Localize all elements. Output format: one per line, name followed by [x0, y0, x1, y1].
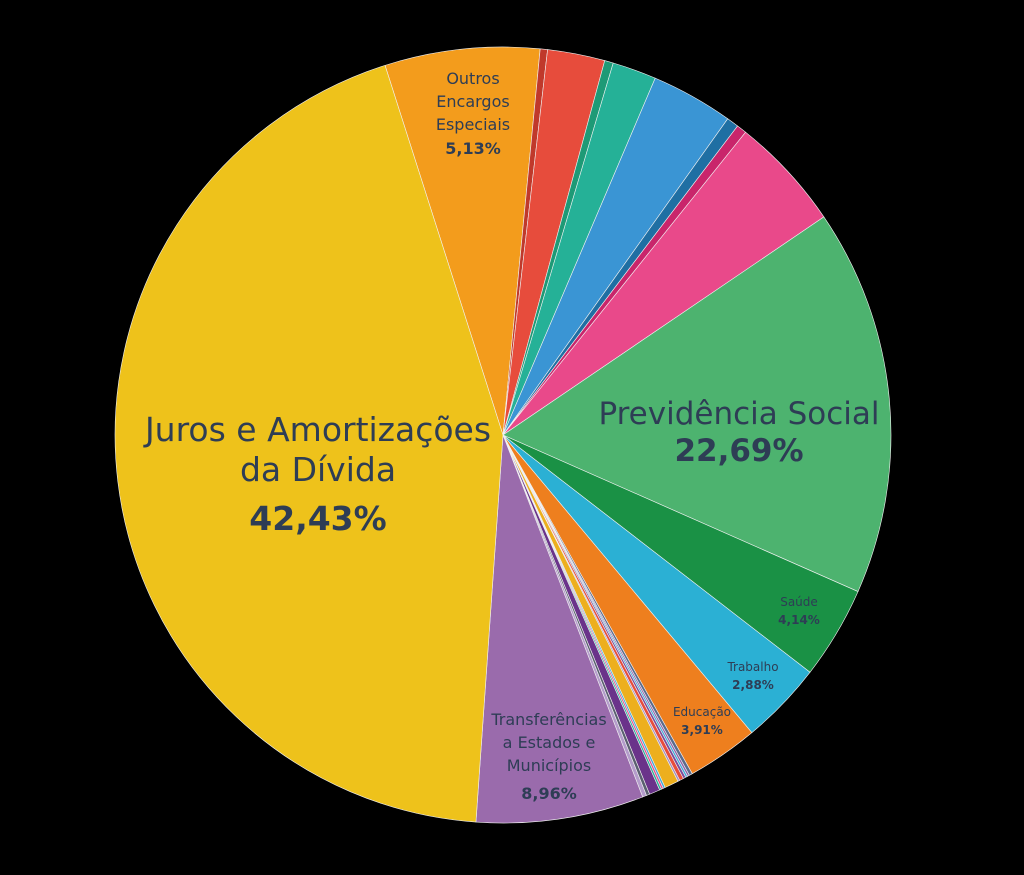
label-transferencias: Transferências a Estados e Municípios 8,… [491, 708, 606, 805]
label-outros: Outros Encargos Especiais 5,13% [436, 67, 510, 160]
label-educacao: Educação 3,91% [673, 703, 731, 739]
label-outros-line2: Encargos [436, 92, 510, 112]
pie-slice [475, 434, 643, 824]
label-juros: Juros e Amortizações da Dívida 42,43% [145, 410, 491, 539]
label-previdencia-value: 22,69% [674, 433, 804, 470]
label-outros-value: 5,13% [445, 138, 501, 158]
label-juros-value: 42,43% [249, 499, 387, 539]
label-transferencias-value: 8,96% [521, 783, 577, 803]
pie-slice [384, 46, 541, 436]
label-juros-line1: Juros e Amortizações [144, 410, 492, 449]
label-transferencias-line3: Municípios [506, 756, 592, 776]
label-trabalho-value: 2,88% [732, 678, 774, 692]
label-outros-line1: Outros [446, 69, 500, 88]
pie-slice [114, 65, 504, 823]
label-trabalho-name: Trabalho [727, 660, 779, 674]
label-trabalho: Trabalho 2,88% [727, 658, 778, 694]
label-previdencia: Previdência Social 22,69% [598, 396, 879, 470]
label-juros-line2: da Dívida [239, 449, 397, 489]
pie-slice [502, 216, 892, 592]
label-saude-name: Saúde [780, 595, 818, 609]
label-previdencia-name: Previdência Social [598, 396, 880, 432]
label-transferencias-line1: Transferências [491, 710, 607, 729]
label-saude-value: 4,14% [778, 613, 820, 627]
label-saude: Saúde 4,14% [778, 593, 820, 629]
label-educacao-value: 3,91% [681, 723, 723, 737]
label-transferencias-line2: a Estados e [502, 733, 596, 753]
label-educacao-name: Educação [672, 705, 732, 719]
label-outros-line3: Especiais [435, 115, 511, 135]
